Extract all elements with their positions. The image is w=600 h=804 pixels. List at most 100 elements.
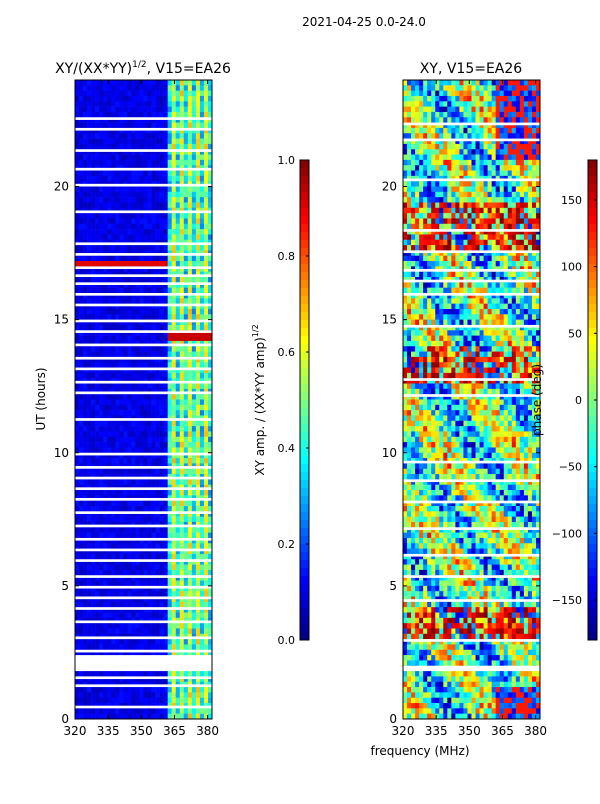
heatmap-cell [107, 245, 111, 251]
heatmap-cell [139, 261, 143, 267]
flagged-row [75, 453, 212, 456]
heatmap-cell [176, 80, 180, 86]
heatmap-cell [131, 533, 135, 539]
heatmap-cell [180, 437, 184, 443]
heatmap-cell [168, 373, 172, 379]
heatmap-cell [139, 405, 143, 411]
heatmap-cell [131, 554, 135, 560]
heatmap-cell [83, 314, 87, 320]
heatmap-cell [532, 165, 536, 171]
heatmap-cell [204, 698, 208, 704]
heatmap-cell [512, 85, 516, 91]
heatmap-cell [176, 213, 180, 219]
heatmap-cell [156, 192, 160, 198]
heatmap-cell [439, 80, 443, 86]
heatmap-cell [204, 405, 208, 411]
heatmap-cell [99, 628, 103, 634]
heatmap-cell [156, 501, 160, 507]
heatmap-cell [119, 91, 123, 97]
heatmap-cell [103, 490, 107, 496]
heatmap-cell [135, 613, 139, 619]
heatmap-cell [180, 261, 184, 267]
heatmap-cell [95, 458, 99, 464]
colorbar-segment [300, 464, 309, 472]
heatmap-cell [131, 123, 135, 129]
heatmap-cell [168, 96, 172, 102]
heatmap-cell [184, 197, 188, 203]
heatmap-cell [115, 245, 119, 251]
heatmap-cell [99, 431, 103, 437]
heatmap-cell [103, 469, 107, 475]
heatmap-cell [111, 80, 115, 86]
heatmap-cell [144, 277, 148, 283]
heatmap-cell [172, 85, 176, 91]
heatmap-cell [447, 160, 451, 166]
heatmap-cell [87, 400, 91, 406]
heatmap-cell [476, 133, 480, 139]
heatmap-cell [107, 112, 111, 118]
heatmap-cell [75, 687, 79, 693]
heatmap-cell [200, 431, 204, 437]
heatmap-cell [111, 261, 115, 267]
heatmap-cell [192, 187, 196, 193]
flagged-row [75, 210, 212, 213]
heatmap-cell [160, 671, 164, 677]
heatmap-cell [184, 501, 188, 507]
heatmap-cell [172, 644, 176, 650]
heatmap-cell [492, 85, 496, 91]
heatmap-cell [200, 288, 204, 294]
heatmap-cell [123, 288, 127, 294]
heatmap-cell [172, 192, 176, 198]
heatmap-cell [115, 218, 119, 224]
heatmap-cell [95, 298, 99, 304]
heatmap-cell [504, 181, 508, 187]
heatmap-cell [204, 708, 208, 714]
heatmap-cell [192, 628, 196, 634]
heatmap-cell [172, 490, 176, 496]
heatmap-cell [176, 506, 180, 512]
heatmap-cell [131, 373, 135, 379]
heatmap-cell [87, 570, 91, 576]
heatmap-cell [168, 623, 172, 629]
heatmap-cell [447, 80, 451, 86]
heatmap-cell [156, 426, 160, 432]
heatmap-cell [423, 165, 427, 171]
heatmap-cell [156, 543, 160, 549]
heatmap-cell [156, 692, 160, 698]
heatmap-cell [196, 628, 200, 634]
heatmap-cell [115, 309, 119, 315]
heatmap-cell [488, 96, 492, 102]
heatmap-cell [496, 155, 500, 161]
heatmap-cell [196, 112, 200, 118]
heatmap-cell [103, 623, 107, 629]
heatmap-cell [204, 139, 208, 145]
heatmap-cell [115, 314, 119, 320]
heatmap-cell [115, 644, 119, 650]
heatmap-cell [95, 421, 99, 427]
heatmap-cell [528, 107, 532, 113]
heatmap-cell [111, 421, 115, 427]
heatmap-cell [476, 181, 480, 187]
heatmap-cell [131, 314, 135, 320]
heatmap-cell [152, 160, 156, 166]
heatmap-cell [156, 469, 160, 475]
heatmap-cell [472, 96, 476, 102]
heatmap-cell [455, 112, 459, 118]
heatmap-cell [180, 554, 184, 560]
heatmap-cell [415, 187, 419, 193]
heatmap-cell [496, 181, 500, 187]
heatmap-cell [516, 96, 520, 102]
heatmap-cell [79, 698, 83, 704]
heatmap-cell [184, 80, 188, 86]
heatmap-cell [99, 139, 103, 145]
heatmap-cell [115, 298, 119, 304]
heatmap-cell [79, 171, 83, 177]
heatmap-cell [500, 192, 504, 198]
heatmap-cell [91, 202, 95, 208]
heatmap-cell [520, 160, 524, 166]
heatmap-cell [83, 506, 87, 512]
heatmap-cell [103, 155, 107, 161]
heatmap-cell [148, 85, 152, 91]
heatmap-cell [79, 628, 83, 634]
heatmap-cell [500, 101, 504, 107]
